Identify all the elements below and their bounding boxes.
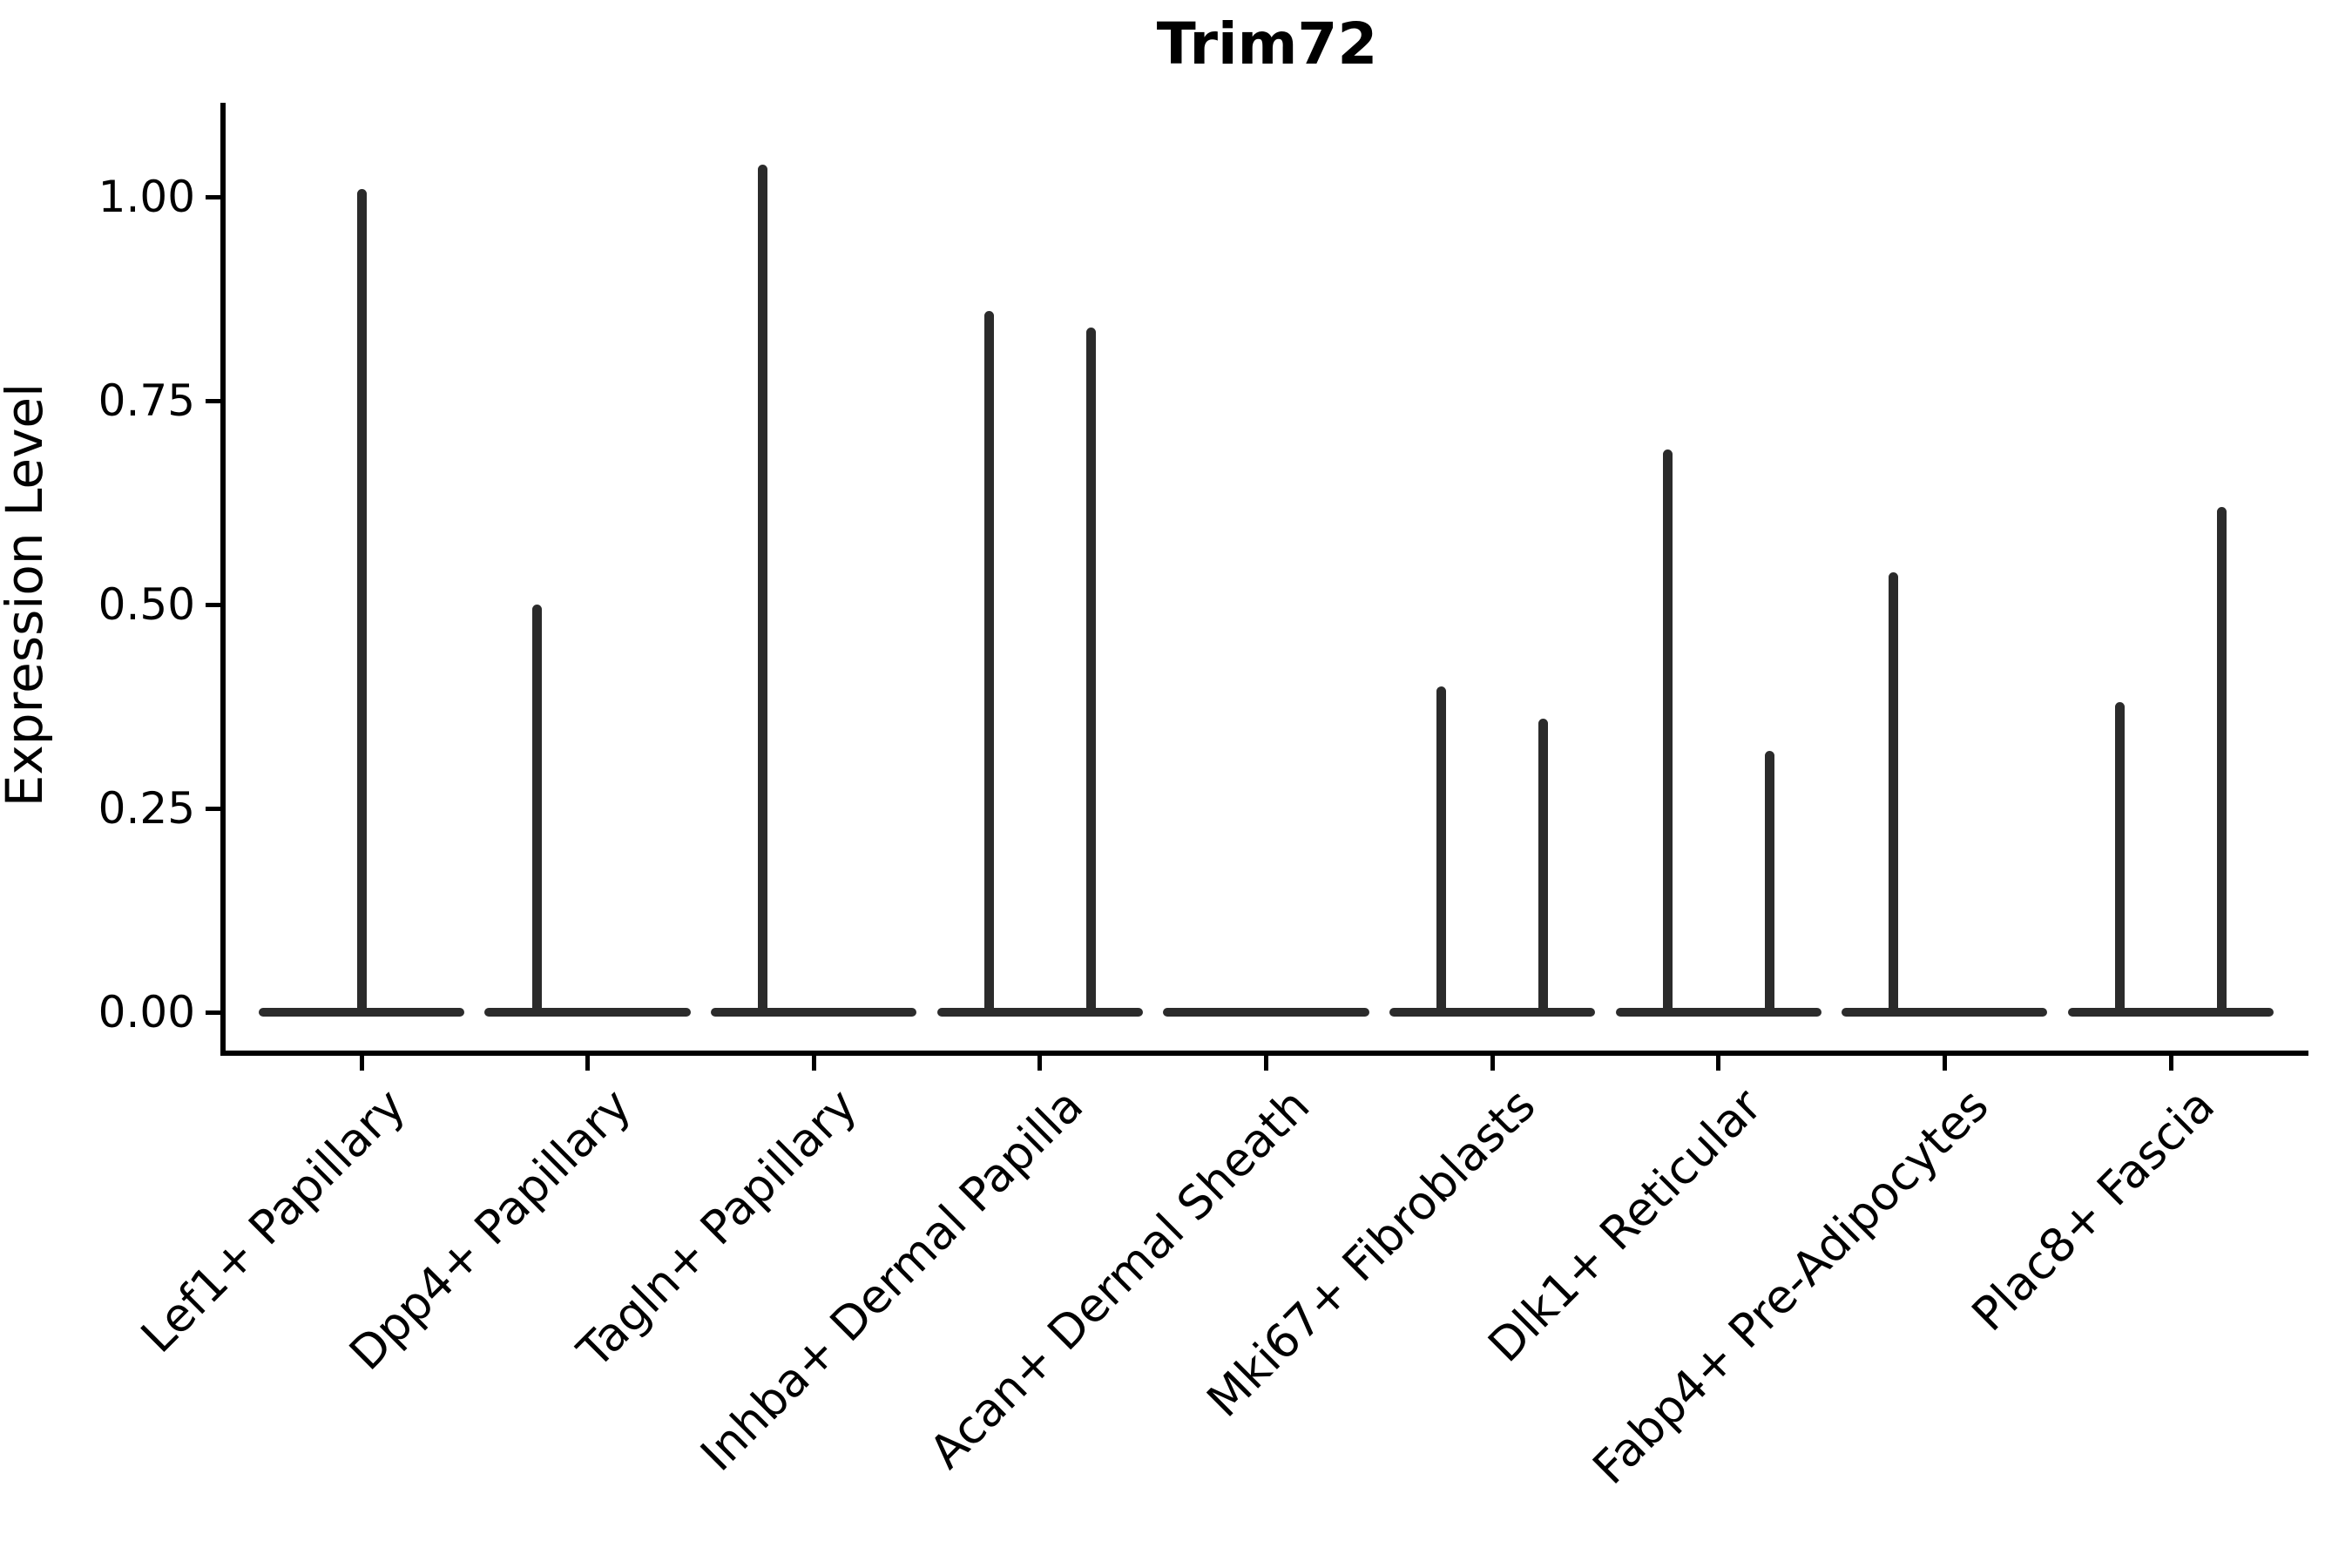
violin-spike <box>1764 751 1774 1015</box>
violin-spike <box>1436 686 1447 1015</box>
y-tick-label: 0.75 <box>98 375 195 426</box>
y-tick <box>206 602 220 607</box>
violin-baseline <box>1389 1008 1596 1017</box>
y-axis-spine <box>220 103 226 1056</box>
x-tick <box>1264 1056 1268 1071</box>
chart-title: Trim72 <box>1156 10 1378 78</box>
violin-spike <box>356 188 367 1015</box>
x-tick <box>1037 1056 1043 1071</box>
violin-baseline <box>1615 1008 1821 1017</box>
x-tick <box>585 1056 591 1071</box>
x-tick <box>359 1056 364 1071</box>
x-tick-label: Fabp4+ Pre-Adipocytes <box>1582 1078 1999 1495</box>
violin-baseline <box>2067 1008 2274 1017</box>
y-tick-label: 0.00 <box>98 987 195 1037</box>
violin-spike <box>983 311 994 1015</box>
x-tick <box>2168 1056 2173 1071</box>
violin-baseline <box>1163 1008 1369 1017</box>
x-tick-label: Acan+ Dermal Sheath <box>919 1078 1321 1479</box>
y-tick <box>206 194 220 199</box>
violin-spike <box>1662 449 1673 1015</box>
x-tick-label: Inhba+ Dermal Papilla <box>691 1078 1094 1482</box>
violin-spike <box>2115 702 2126 1015</box>
violin-spike <box>1538 719 1549 1015</box>
violin-baseline <box>1842 1008 2048 1017</box>
x-axis-spine <box>220 1051 2308 1056</box>
violin-baseline <box>711 1008 917 1017</box>
violin-spike <box>1889 571 1899 1015</box>
y-tick-label: 1.00 <box>98 172 195 222</box>
y-tick <box>206 1010 220 1015</box>
x-tick-label: Plac8+ Fascia <box>1962 1078 2225 1342</box>
x-tick <box>1490 1056 1495 1071</box>
y-tick <box>206 398 220 403</box>
violin-spike <box>531 605 542 1015</box>
y-tick-label: 0.25 <box>98 783 195 834</box>
violin-spike <box>1085 327 1096 1015</box>
y-tick <box>206 806 220 811</box>
x-tick <box>1716 1056 1721 1071</box>
violin-spike <box>2216 506 2227 1015</box>
violin-spike <box>758 164 768 1015</box>
y-tick-label: 0.50 <box>98 579 195 630</box>
violin-baseline <box>936 1008 1143 1017</box>
x-tick <box>811 1056 816 1071</box>
x-tick <box>1942 1056 1947 1071</box>
violin-baseline <box>484 1008 691 1017</box>
